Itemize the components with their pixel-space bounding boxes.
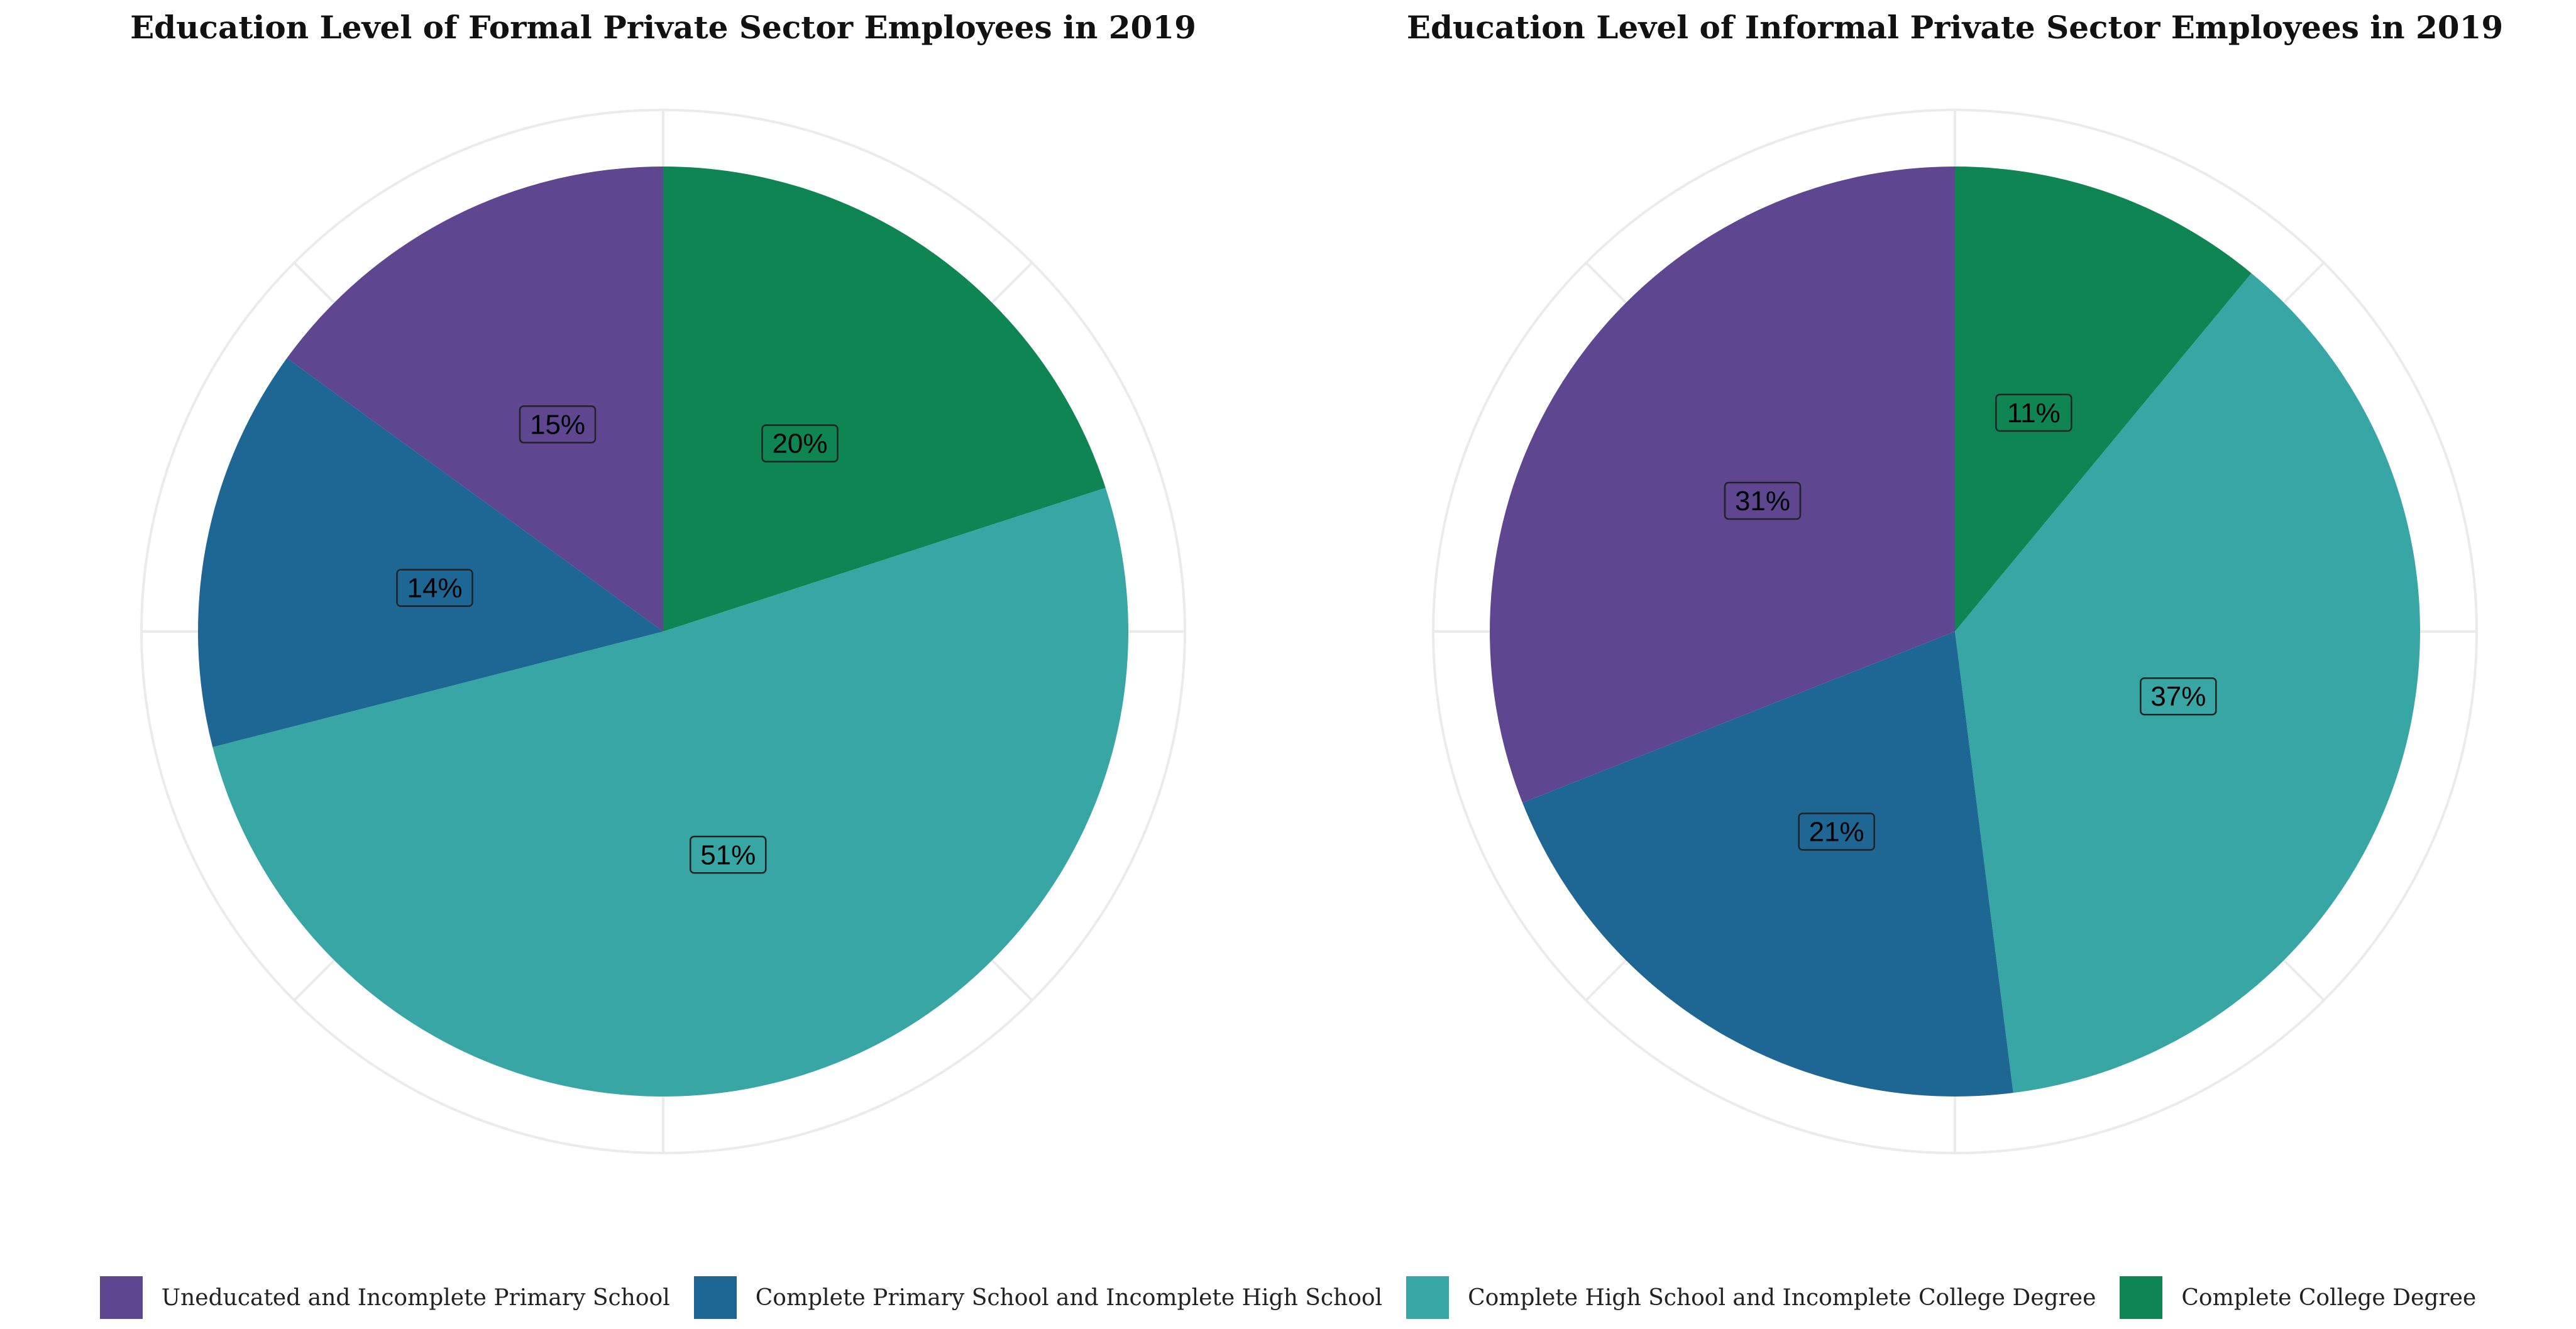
formal-data-label-box-complete-high-school-and-incomplete-college-degree	[689, 836, 767, 874]
informal-data-label-complete-primary-school-and-incomplete-high-school: 21%	[1809, 816, 1864, 847]
legend-label-highschool: Complete High School and Incomplete Coll…	[1468, 1284, 2096, 1311]
legend-item-uneducated: Uneducated and Incomplete Primary School	[99, 1276, 670, 1319]
informal-data-label-box-uneducated-and-incomplete-primary-school	[1724, 481, 1802, 520]
informal-grid-spoke	[2282, 959, 2325, 1002]
formal-data-label-box-complete-college-degree	[761, 424, 839, 462]
informal-slice-uneducated-and-incomplete-primary-school	[1489, 167, 1955, 803]
legend-swatch-highschool	[1406, 1276, 1450, 1319]
formal-data-label-complete-primary-school-and-incomplete-high-school: 14%	[407, 573, 463, 604]
formal-data-label-complete-college-degree: 20%	[772, 429, 827, 459]
pie-informal: 11% 37% 21% 31%	[1432, 109, 2478, 1154]
formal-grid-spoke	[293, 959, 336, 1002]
chart-title-informal: Education Level of Informal Private Sect…	[1406, 9, 2504, 46]
legend-label-college: Complete College Degree	[2181, 1284, 2477, 1311]
formal-slice-complete-college-degree	[663, 167, 1106, 632]
formal-slice-complete-high-school-and-incomplete-college-degree	[212, 488, 1128, 1097]
formal-grid-spoke	[991, 959, 1033, 1002]
informal-data-label-complete-college-degree: 11%	[2007, 398, 2061, 429]
formal-grid-spoke	[991, 261, 1033, 304]
informal-grid-spoke	[1585, 261, 1627, 304]
formal-data-label-complete-high-school-and-incomplete-college-degree: 51%	[700, 840, 756, 870]
informal-data-label-box-complete-college-degree	[1995, 393, 2072, 432]
legend-swatch-primary	[693, 1276, 737, 1319]
legend-item-primary: Complete Primary School and Incomplete H…	[693, 1276, 1383, 1319]
formal-slice-uneducated-and-incomplete-primary-school	[287, 167, 664, 632]
formal-slice-complete-primary-school-and-incomplete-high-school	[198, 358, 663, 748]
informal-grid-spoke	[1585, 959, 1627, 1002]
chart-title-formal: Education Level of Formal Private Sector…	[130, 9, 1196, 46]
informal-slice-complete-college-degree	[1955, 167, 2252, 632]
legend-label-primary: Complete Primary School and Incomplete H…	[755, 1284, 1383, 1311]
formal-data-label-box-complete-primary-school-and-incomplete-high-school	[396, 569, 473, 607]
legend-swatch-college	[2120, 1276, 2163, 1319]
informal-data-label-box-complete-high-school-and-incomplete-college-degree	[2140, 677, 2217, 716]
formal-grid-spoke	[293, 261, 336, 304]
legend-swatch-uneducated	[99, 1276, 143, 1319]
informal-data-label-uneducated-and-incomplete-primary-school: 31%	[1735, 486, 1790, 517]
legend-label-uneducated: Uneducated and Incomplete Primary School	[161, 1284, 670, 1311]
formal-data-label-box-uneducated-and-incomplete-primary-school	[519, 405, 597, 444]
pie-formal: 20% 51% 14% 15%	[140, 109, 1186, 1154]
formal-data-label-uneducated-and-incomplete-primary-school: 15%	[530, 409, 585, 440]
legend-item-highschool: Complete High School and Incomplete Coll…	[1406, 1276, 2096, 1319]
informal-data-label-complete-high-school-and-incomplete-college-degree: 37%	[2150, 681, 2206, 712]
legend-item-college: Complete College Degree	[2120, 1276, 2476, 1319]
informal-slice-complete-high-school-and-incomplete-college-degree	[1955, 273, 2421, 1093]
informal-slice-complete-primary-school-and-incomplete-high-school	[1522, 632, 2013, 1097]
informal-data-label-box-complete-primary-school-and-incomplete-high-school	[1798, 812, 1875, 851]
legend: Uneducated and Incomplete Primary School…	[0, 1272, 2576, 1323]
informal-grid-spoke	[2282, 261, 2325, 304]
